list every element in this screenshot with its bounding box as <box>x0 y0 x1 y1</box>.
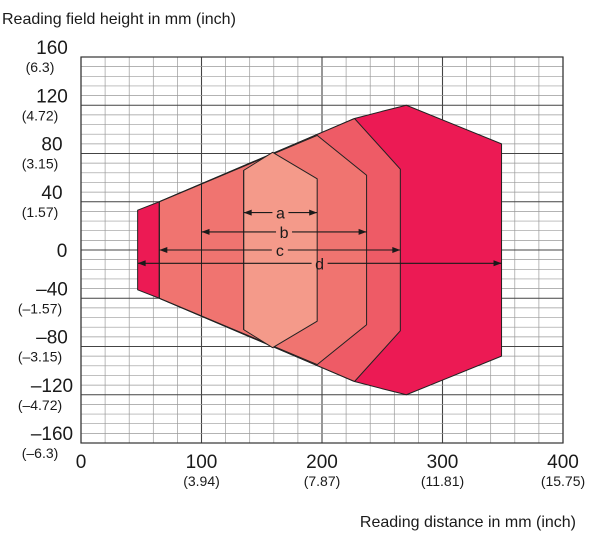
y-tick-label: 80 <box>41 135 62 156</box>
x-tick-sublabel: (3.94) <box>183 473 220 489</box>
y-tick-label: 160 <box>36 38 68 59</box>
y-tick-label: –80 <box>36 328 68 349</box>
dimension-lines: abc d <box>137 206 502 273</box>
dimension-label-a: a <box>276 206 285 223</box>
x-tick-label: 200 <box>306 452 338 473</box>
arrowhead-left-c <box>159 247 168 253</box>
x-tick-label: 400 <box>547 452 579 473</box>
arrowhead-right-d <box>493 260 502 267</box>
x-tick-label: 0 <box>76 452 87 473</box>
y-tick-sublabel: (–3.15) <box>18 349 62 365</box>
x-tick-sublabel: (15.75) <box>541 473 585 489</box>
y-tick-label: –160 <box>31 424 73 445</box>
arrowhead-left-d <box>137 260 146 267</box>
y-tick-label: 40 <box>41 183 62 204</box>
arrowhead-right-b <box>358 228 367 235</box>
y-tick-sublabel: (3.15) <box>22 156 59 172</box>
y-tick-sublabel: (–6.3) <box>22 445 59 461</box>
tick-labels: 160(6.3) 120(4.72) 80(3.15) 40(1.57) 0 –40(–1… <box>18 38 585 489</box>
y-tick-sublabel: (–4.72) <box>18 397 62 413</box>
dimension-label-d: d <box>315 256 324 273</box>
arrowhead-left-b <box>201 228 210 235</box>
y-tick-sublabel: (–1.57) <box>18 300 62 316</box>
y-tick-label: –120 <box>31 376 73 397</box>
x-tick-sublabel: (11.81) <box>421 473 464 489</box>
y-tick-sublabel: (4.72) <box>22 107 59 123</box>
y-tick-label: 120 <box>36 86 68 107</box>
x-tick-sublabel: (7.87) <box>304 473 341 489</box>
dimension-label-b: b <box>280 225 289 242</box>
plot-frame <box>80 56 564 444</box>
y-tick-label: –40 <box>36 279 68 300</box>
arrowhead-right-c <box>392 247 401 253</box>
x-tick-label: 100 <box>186 452 218 473</box>
arrowhead-right-a <box>309 209 318 216</box>
x-tick-label: 300 <box>427 452 459 473</box>
arrowhead-left-a <box>243 209 252 216</box>
x-axis-title: Reading distance in mm (inch) <box>360 514 576 531</box>
dimension-label-c: c <box>276 243 284 260</box>
y-axis-title: Reading field height in mm (inch) <box>2 11 236 28</box>
y-tick-label: 0 <box>57 241 68 262</box>
y-tick-sublabel: (1.57) <box>22 204 59 220</box>
y-tick-sublabel: (6.3) <box>26 59 55 75</box>
